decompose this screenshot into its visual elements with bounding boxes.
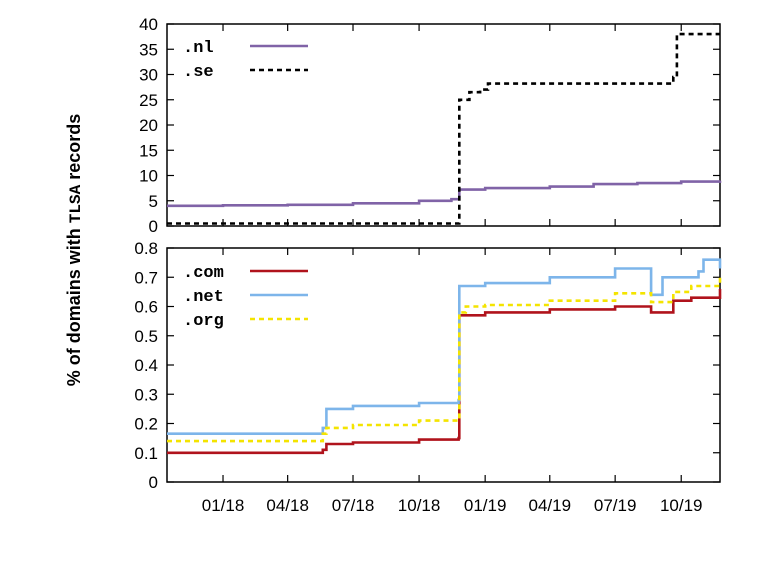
y-axis-label-prefix: % of domains with xyxy=(64,223,84,386)
y-tick-label: 0.7 xyxy=(134,268,158,287)
top-panel: 0 5 10 15 20 25 30 35 40 .nl .se xyxy=(139,15,722,236)
y-tick-label: 35 xyxy=(139,40,158,59)
y-tick-label: 10 xyxy=(139,167,158,186)
y-tick-label: 25 xyxy=(139,91,158,110)
legend-label: .se xyxy=(183,63,214,82)
y-tick-label: 0.8 xyxy=(134,239,158,258)
x-tick-label: 04/18 xyxy=(266,496,309,515)
y-tick-label: 0 xyxy=(149,217,158,236)
y-axis-label: % of domains with TLSA records xyxy=(64,114,85,386)
series-line-com xyxy=(167,289,722,455)
bottom-panel: 0 0.1 0.2 0.3 0.4 0.5 0.6 0.7 0.8 01/18 04/18 07/18… xyxy=(134,239,722,515)
series-line-nl xyxy=(167,180,722,208)
y-tick-label: 20 xyxy=(139,116,158,135)
y-tick-label: 0.5 xyxy=(134,327,158,346)
series-line-org xyxy=(167,277,722,443)
y-tick-label: 0 xyxy=(149,473,158,492)
x-tick-label: 01/19 xyxy=(464,496,507,515)
y-tick-label: 30 xyxy=(139,66,158,85)
x-tick-label: 10/18 xyxy=(398,496,441,515)
series-line-se xyxy=(167,32,720,225)
legend-label: .com xyxy=(183,264,224,283)
series-line-net xyxy=(167,258,722,435)
y-tick-label: 40 xyxy=(139,15,158,34)
legend-label: .org xyxy=(183,312,224,331)
x-tick-label: 04/19 xyxy=(529,496,572,515)
plot-frame xyxy=(166,247,721,483)
legend-label: .net xyxy=(183,288,224,307)
x-tick-label: 10/19 xyxy=(660,496,703,515)
y-tick-label: 0.4 xyxy=(134,356,158,375)
y-tick-label: 0.1 xyxy=(134,444,158,463)
y-tick-label: 5 xyxy=(149,192,158,211)
x-tick-label: 01/18 xyxy=(202,496,245,515)
y-tick-label: 15 xyxy=(139,141,158,160)
y-tick-label: 0.3 xyxy=(134,385,158,404)
x-tick-label: 07/19 xyxy=(594,496,637,515)
plot-frame xyxy=(166,23,721,227)
y-axis-label-code: TLSA xyxy=(67,184,85,223)
legend-label: .nl xyxy=(183,39,214,58)
y-tick-label: 0.2 xyxy=(134,415,158,434)
y-axis-label-suffix: records xyxy=(64,114,84,185)
x-tick-label: 07/18 xyxy=(332,496,375,515)
y-tick-label: 0.6 xyxy=(134,298,158,317)
